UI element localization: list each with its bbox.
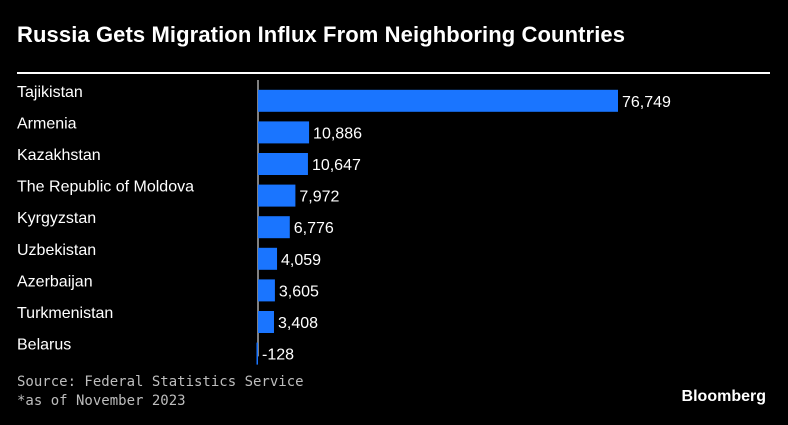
bar xyxy=(258,311,274,333)
bar xyxy=(258,153,308,175)
bar xyxy=(258,279,275,302)
bar xyxy=(258,89,618,112)
chart-title: Russia Gets Migration Influx From Neighb… xyxy=(17,22,626,47)
value-label: 76,749 xyxy=(622,94,671,111)
value-label: 3,605 xyxy=(279,283,319,300)
category-label: Azerbaijan xyxy=(17,273,93,290)
bar xyxy=(256,342,258,365)
category-label: Uzbekistan xyxy=(17,242,96,259)
bar xyxy=(258,121,310,144)
category-label: The Republic of Moldova xyxy=(17,179,194,196)
value-label: 10,647 xyxy=(312,157,361,174)
value-label: 4,059 xyxy=(281,252,321,269)
value-label: 6,776 xyxy=(294,220,334,237)
category-label: Turkmenistan xyxy=(17,305,113,322)
value-label: -128 xyxy=(262,347,294,364)
title-divider xyxy=(17,72,770,74)
category-label: Belarus xyxy=(17,337,71,354)
category-label: Tajikistan xyxy=(17,84,83,101)
date-note: *as of November 2023 xyxy=(17,393,186,409)
value-label: 3,408 xyxy=(278,315,318,332)
category-label: Kyrgyzstan xyxy=(17,210,96,227)
bar xyxy=(258,247,278,270)
source-note: Source: Federal Statistics Service xyxy=(17,374,304,390)
bloomberg-logo: Bloomberg xyxy=(681,388,766,405)
value-label: 7,972 xyxy=(299,189,339,206)
category-label: Armenia xyxy=(17,115,77,132)
bar-chart: Tajikistan 76,749 Armenia 10,886 Kazakhstan 1… xyxy=(17,80,671,365)
bar xyxy=(258,184,296,207)
category-label: Kazakhstan xyxy=(17,147,101,164)
bar xyxy=(258,216,290,239)
value-label: 10,886 xyxy=(313,125,362,142)
chart-footer: Source: Federal Statistics Service *as o… xyxy=(17,373,304,411)
